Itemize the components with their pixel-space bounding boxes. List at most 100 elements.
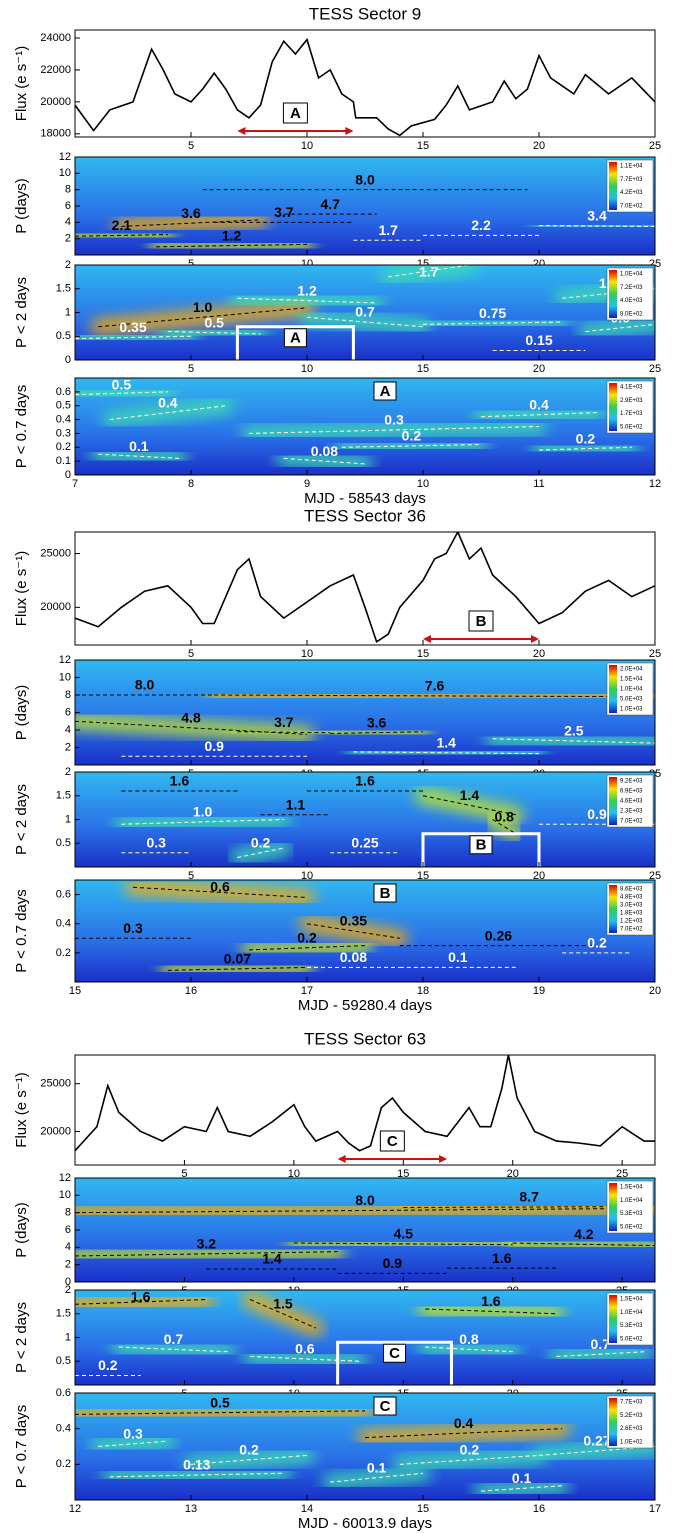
panel: A 18000 20000 22000 24000 5 10 15 20 25 Flux (e s⁻… (13, 4, 661, 151)
ridge-label: 1.6 (131, 1289, 151, 1305)
y-tick-label: 0.4 (56, 1423, 71, 1435)
colorbar-label: 1.0E+02 (620, 1440, 643, 1446)
x-tick-label: 10 (288, 1168, 300, 1180)
colorbar-label: 7.0E+02 (620, 819, 643, 825)
window-label: A (290, 330, 301, 347)
panel: 0.6 0.35 0.3 0.2 0.07 0.08 0.26 0.1 0.2 B 8.6E+03 4… (13, 879, 661, 1014)
ridge-label: 1.4 (436, 734, 456, 750)
ridge-label: 0.6 (210, 879, 230, 895)
y-axis-label: P < 2 days (13, 277, 30, 348)
colorbar-label: 2.0E+04 (620, 667, 643, 673)
power-band (159, 959, 315, 979)
panel: 0.5 0.4 0.3 0.13 0.2 0.1 0.2 0.1 0.27 C 7.7E+03 5.2… (13, 1387, 661, 1532)
colorbar-label: 1.0E+04 (620, 1310, 643, 1316)
x-tick-label: 10 (301, 648, 313, 660)
colorbar-label: 4.2E+03 (620, 190, 643, 196)
ridge-label: 0.13 (183, 1457, 210, 1473)
y-axis-label: P < 0.7 days (13, 385, 30, 469)
colorbar-label: 7.2E+03 (620, 285, 643, 291)
y-tick-label: 6 (65, 1224, 71, 1236)
y-axis-label: P < 2 days (13, 784, 30, 855)
y-tick-label: 0.2 (56, 441, 71, 453)
ridge-label: 7.6 (425, 678, 445, 694)
panel: 1.6 1.6 1.4 0.8 1.0 1.1 0.9 0.3 0.2 0.25 B 9.2E+03 6… (13, 766, 661, 882)
x-tick-label: 18 (417, 985, 429, 997)
ridge-label: 0.4 (158, 394, 178, 410)
ridge-line (364, 1428, 563, 1439)
ridge-label: 0.25 (351, 834, 378, 850)
x-tick-label: 19 (533, 985, 545, 997)
ridge-label: 0.35 (119, 319, 146, 335)
ridge-label: 0.7 (355, 304, 375, 320)
colorbar-label: 7.0E+02 (620, 204, 643, 210)
ridge-line (425, 1346, 513, 1353)
power-band (275, 450, 373, 472)
label-box (373, 1396, 397, 1416)
y-tick-label: 8 (65, 689, 71, 701)
ridge-line (75, 1410, 366, 1415)
ridge-label: 0.2 (98, 1357, 118, 1373)
sector-title: TESS Sector 63 (304, 1029, 426, 1048)
colorbar-label: 8.0E+02 (620, 312, 643, 318)
ridge-line (425, 1308, 557, 1315)
y-tick-label: 20000 (40, 601, 71, 613)
frame (74, 879, 656, 983)
colorbar (609, 1295, 617, 1343)
plot-area (75, 1393, 655, 1500)
x-tick-label: 20 (533, 648, 545, 660)
ridge-line (121, 819, 284, 825)
colorbar-label: 1.5E+04 (620, 1185, 643, 1191)
x-tick-label: 15 (397, 1168, 409, 1180)
panel: 1.71.01.21.50.350.50.70.750.60.15A1.0E+0… (13, 259, 661, 375)
y-tick-label: 2 (65, 741, 71, 753)
power-band (285, 1235, 521, 1253)
x-tick-label: 13 (185, 1503, 197, 1515)
ridge-line (293, 1242, 513, 1246)
ridge-label: 8.0 (355, 171, 375, 187)
panel: 0.50.40.30.40.1 0.080.2 0.2A 4.1E+032.9E+03… (13, 377, 661, 507)
colorbar-label: 5.0E+02 (620, 425, 643, 431)
colorbar-label: 4.0E+03 (620, 298, 643, 304)
ridge-label: 4.5 (394, 1226, 414, 1242)
ridge-label: 0.9 (383, 1255, 403, 1271)
y-axis-label: P (days) (13, 1202, 30, 1258)
ridge-line (237, 731, 331, 734)
x-tick-label: 25 (616, 1168, 628, 1180)
ridge-label: 0.5 (112, 377, 132, 393)
power-band (473, 1477, 571, 1500)
colorbar-label: 5.0E+03 (620, 697, 643, 703)
y-tick-label: 10 (59, 671, 71, 683)
y-tick-label: 25000 (40, 547, 71, 559)
colorbar-label: 1.0E+03 (620, 707, 643, 713)
ridge-line (538, 225, 655, 227)
ridge-label: 0.4 (454, 1415, 474, 1431)
colorbar-label: 5.3E+03 (620, 1323, 643, 1329)
x-tick-label: 10 (301, 363, 313, 375)
label-box (469, 835, 493, 855)
x-tick-label: 14 (301, 1503, 313, 1515)
plot-area (75, 157, 655, 255)
y-tick-label: 10 (59, 1189, 71, 1201)
y-tick-label: 0.5 (56, 837, 71, 849)
y-axis-label: Flux (e s⁻¹) (13, 1072, 30, 1147)
y-tick-label: 1.5 (56, 283, 71, 295)
ridge-label: 1.6 (492, 1250, 512, 1266)
ridge-line (75, 1299, 207, 1305)
power-band (415, 314, 571, 333)
x-tick-label: 10 (301, 140, 313, 152)
x-tick-label: 25 (649, 140, 661, 152)
ridge-line (330, 731, 424, 734)
y-axis-label: P < 0.7 days (13, 889, 30, 973)
ridge-label: 0.9 (587, 806, 607, 822)
y-tick-label: 20000 (40, 1125, 71, 1137)
ridge-line (538, 1446, 655, 1456)
ridge-label: 8.0 (135, 677, 155, 693)
colorbar (609, 1398, 617, 1446)
ridge-label: 0.2 (239, 1442, 259, 1458)
power-band (380, 265, 478, 285)
label-box (379, 1130, 405, 1152)
ridge-line (422, 321, 563, 325)
y-tick-label: 0 (65, 1276, 71, 1288)
colorbar-label: 6.9E+03 (620, 789, 643, 795)
x-tick-label: 10 (301, 870, 313, 882)
